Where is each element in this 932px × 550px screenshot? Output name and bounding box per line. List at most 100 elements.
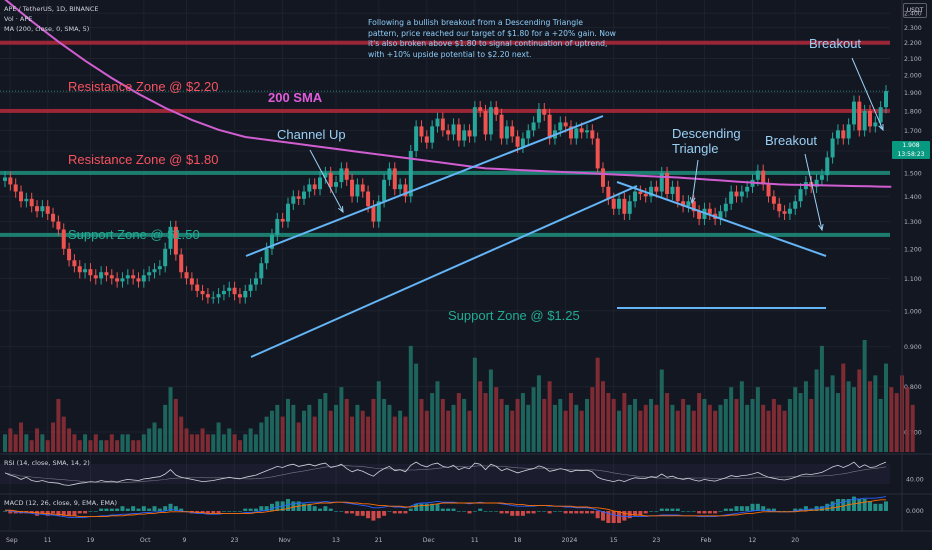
candle-body: [867, 110, 872, 127]
candle-body: [574, 128, 579, 139]
volume-bar: [99, 440, 104, 452]
volume-bar: [350, 416, 355, 452]
volume-bar: [67, 428, 72, 452]
volume-bar: [136, 440, 141, 452]
candle-body: [120, 278, 125, 282]
volume-legend: Vol · APE: [4, 15, 33, 23]
macd-histogram-bar: [3, 511, 7, 512]
macd-histogram-bar: [568, 511, 573, 514]
volume-bar: [456, 393, 461, 452]
candle-body: [787, 208, 792, 214]
candle-body: [595, 138, 600, 169]
candle-body: [93, 275, 98, 279]
volume-bar: [814, 369, 819, 452]
macd-line: [4, 496, 887, 518]
volume-bar: [232, 434, 237, 452]
volume-bar: [595, 357, 600, 452]
candle-body: [659, 172, 664, 192]
volume-bar: [339, 387, 344, 452]
candle-body: [568, 126, 573, 139]
volume-bar: [488, 369, 493, 452]
candle-body: [654, 186, 659, 192]
macd-signal-line: [5, 499, 886, 518]
volume-bar: [691, 410, 696, 452]
macd-histogram-bar: [99, 508, 104, 511]
volume-bar: [435, 381, 440, 452]
macd-histogram-bar: [835, 499, 840, 511]
candle-body: [419, 126, 424, 137]
volume-bar: [675, 410, 680, 452]
candle-body: [29, 198, 34, 207]
macd-histogram-bar: [259, 506, 264, 511]
volume-bar: [558, 398, 563, 452]
volume-bar: [563, 410, 568, 452]
candle-body: [248, 284, 253, 291]
candle-body: [504, 126, 509, 139]
volume-bar: [227, 428, 232, 452]
y-tick-label: 2.000: [904, 73, 922, 80]
macd-histogram-bar: [232, 511, 237, 512]
volume-bar: [35, 428, 40, 452]
candle-body: [633, 191, 638, 202]
candle-body: [510, 126, 515, 137]
candle-body: [649, 186, 654, 197]
y-tick-label: 1.000: [904, 308, 922, 315]
volume-bar: [216, 422, 221, 452]
y-tick-label: 0.900: [904, 344, 922, 351]
volume-bar: [371, 398, 376, 452]
zone-band: [0, 232, 890, 237]
candle-body: [302, 191, 307, 199]
macd-histogram-bar: [179, 508, 184, 511]
macd-histogram-bar: [131, 506, 136, 511]
volume-bar: [536, 375, 541, 452]
volume-bar: [910, 404, 915, 452]
macd-histogram-bar: [269, 503, 274, 511]
volume-bar: [851, 387, 856, 452]
candle-body: [264, 248, 269, 264]
volume-bar: [531, 387, 536, 452]
volume-bar: [649, 398, 654, 452]
candle-body: [638, 191, 643, 194]
candle-body: [376, 201, 381, 222]
candle-body: [232, 287, 237, 295]
macd-histogram-bar: [136, 508, 141, 511]
candle-body: [835, 130, 840, 139]
macd-histogram-bar: [462, 511, 467, 512]
volume-bar: [702, 398, 707, 452]
candle-body: [488, 107, 493, 135]
candle-body: [168, 226, 173, 249]
candle-body: [195, 284, 200, 291]
candle-body: [35, 206, 40, 212]
macd-histogram-bar: [312, 506, 317, 511]
volume-bar: [195, 434, 200, 452]
candle-body: [403, 184, 408, 197]
macd-histogram-bar: [558, 511, 563, 512]
y-tick-label: 2.300: [904, 25, 922, 32]
volume-bar: [29, 440, 34, 452]
macd-histogram-bar: [878, 503, 883, 511]
macd-histogram-bar: [729, 508, 734, 511]
volume-bar: [755, 387, 760, 452]
volume-bar: [40, 434, 45, 452]
macd-histogram-bar: [382, 511, 387, 516]
volume-bar: [643, 404, 648, 452]
macd-histogram-bar: [713, 511, 718, 514]
macd-histogram-bar: [360, 511, 365, 516]
volume-bar: [499, 398, 504, 452]
volume-bar: [606, 393, 611, 452]
volume-bar: [280, 416, 285, 452]
volume-bar: [93, 434, 98, 452]
volume-bar: [302, 410, 307, 452]
macd-histogram-bar: [467, 511, 472, 514]
volume-bar: [809, 398, 814, 452]
macd-histogram-bar: [617, 511, 622, 523]
candle-body: [200, 290, 205, 295]
volume-bar: [446, 410, 451, 452]
volume-bar: [889, 387, 894, 452]
candle-body: [83, 269, 88, 273]
volume-bar: [510, 410, 515, 452]
volume-bar: [403, 416, 408, 452]
macd-histogram-bar: [590, 511, 595, 514]
currency-badge[interactable]: USDT: [903, 3, 927, 18]
